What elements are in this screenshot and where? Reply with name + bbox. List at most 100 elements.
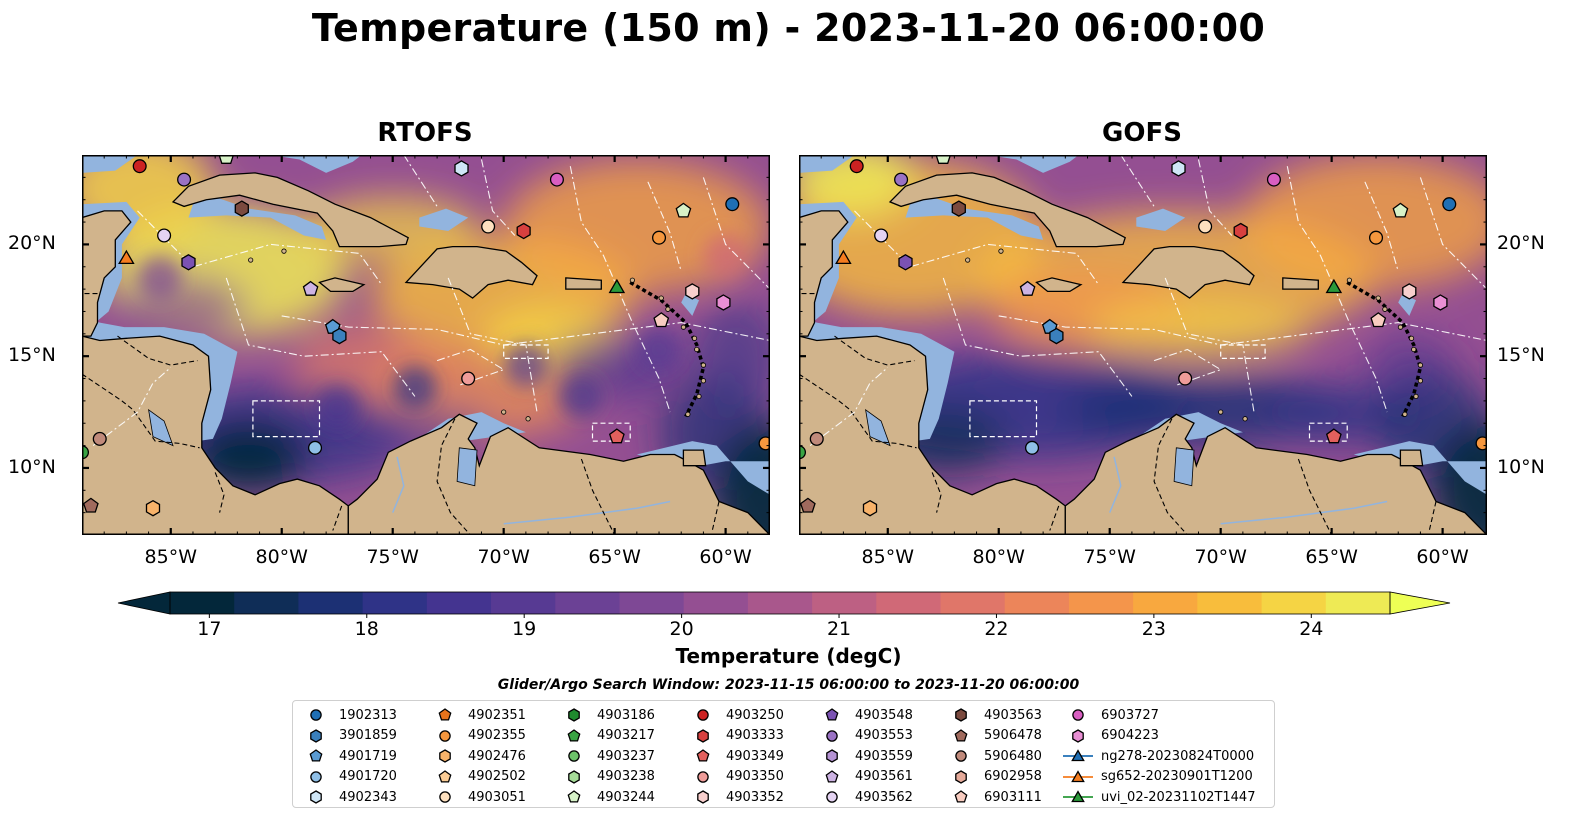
legend-entry-label: 1902313 — [339, 707, 397, 723]
colorbar-tick-label: 22 — [984, 618, 1009, 640]
eez-boundary — [1419, 177, 1487, 290]
land-central-america — [82, 335, 349, 535]
colorbar-tick-label: 19 — [512, 618, 537, 640]
legend-entry-label: 6903727 — [1101, 707, 1159, 723]
legend-entry: 5906480 — [946, 746, 1042, 766]
colorbar-band — [1004, 592, 1070, 614]
country-border — [1049, 505, 1060, 531]
platform-marker — [92, 431, 107, 446]
lon-tick-label: 60°W — [699, 546, 752, 568]
platform-marker — [955, 750, 967, 762]
platform-marker — [1071, 770, 1085, 782]
platform-marker — [935, 155, 952, 164]
platform-marker — [825, 708, 839, 721]
platform-marker — [157, 228, 172, 243]
platform-marker — [439, 729, 451, 742]
legend-entry: ng278-20230824T0000 — [1063, 746, 1254, 766]
platform-marker — [218, 155, 235, 164]
lon-tick-label: 70°W — [1194, 546, 1247, 568]
platform-marker — [177, 172, 192, 187]
colorbar — [117, 591, 1451, 618]
eez-boundary — [447, 277, 538, 413]
eez-boundary — [137, 210, 383, 285]
platform-marker — [439, 749, 451, 763]
legend-entry: 6902958 — [946, 767, 1042, 787]
lon-tick-label: 65°W — [1305, 546, 1358, 568]
legend-entry: 4903561 — [817, 767, 913, 787]
eddy — [703, 233, 748, 278]
legend-entry: 4903186 — [559, 705, 655, 725]
eez-boundary — [702, 177, 770, 290]
island — [525, 416, 531, 422]
colorbar-band — [619, 592, 685, 614]
colorbar-band — [426, 592, 492, 614]
legend-entry-label: 4902355 — [468, 728, 526, 744]
legend-marker-icon — [825, 708, 839, 721]
platform-marker — [826, 749, 838, 763]
legend-entry: 4901720 — [301, 767, 397, 787]
country-border — [1428, 501, 1437, 531]
colorbar-band — [491, 592, 556, 614]
legend-entry-label: 4902476 — [468, 748, 526, 764]
legend-entry-label: 4903186 — [597, 707, 655, 723]
platform-marker — [1071, 749, 1085, 762]
colorbar-band — [1197, 592, 1263, 614]
lat-tick-label-right: 15°N — [1497, 344, 1545, 367]
legend-entry: 4902351 — [430, 705, 526, 725]
legend-entry-label: 4903559 — [855, 748, 913, 764]
platform-marker — [951, 200, 966, 217]
platform-marker — [874, 228, 889, 243]
platform-marker — [1402, 283, 1417, 300]
platform-marker — [894, 172, 909, 187]
legend-entry-label: 4903548 — [855, 707, 913, 723]
lake — [148, 408, 174, 447]
legend-entry: sg652-20230901T1200 — [1063, 767, 1253, 787]
platform-marker — [1370, 312, 1387, 328]
legend-entry-label: 6903111 — [984, 789, 1042, 805]
country-border — [1153, 418, 1188, 535]
river — [1109, 456, 1122, 513]
platform-marker — [1198, 219, 1213, 234]
legend-marker-icon — [567, 728, 581, 742]
legend-entry: 6903111 — [946, 787, 1042, 807]
colorbar-band — [362, 592, 428, 614]
legend-entry: 4903244 — [559, 787, 655, 807]
country-border — [799, 373, 917, 449]
legend-marker-icon — [697, 790, 709, 805]
lon-tick-label: 60°W — [1416, 546, 1469, 568]
legend: 1902313 3901859 4901719 4901720 4902343 49023… — [292, 700, 1275, 808]
legend-entry-label: 5906478 — [984, 728, 1042, 744]
legend-entry: 4903548 — [817, 705, 913, 725]
map-frame — [82, 155, 770, 535]
land-puerto-rico — [565, 277, 602, 290]
platform-marker — [234, 200, 249, 217]
island — [1382, 306, 1388, 312]
platform-marker — [82, 497, 99, 513]
legend-entry-label: 4903217 — [597, 728, 655, 744]
colorbar-band — [234, 592, 300, 614]
country-border — [214, 472, 225, 513]
legend-marker-icon — [1072, 709, 1084, 721]
platform-marker — [1266, 172, 1281, 187]
legend-entry: 4902343 — [301, 787, 397, 807]
legend-title: Glider/Argo Search Window: 2023-11-15 06… — [497, 677, 1080, 693]
platform-marker — [955, 708, 967, 722]
colorbar-band — [170, 592, 235, 614]
lake — [1173, 447, 1195, 487]
legend-entry: 4903051 — [430, 787, 526, 807]
eez-boundary — [1164, 277, 1255, 413]
legend-marker-icon — [697, 709, 709, 721]
legend-entry: 4901719 — [301, 746, 397, 766]
lon-tick-label: 80°W — [255, 546, 308, 568]
legend-marker-icon — [825, 769, 839, 783]
legend-entry: 4903238 — [559, 767, 655, 787]
legend-marker-icon — [826, 791, 838, 804]
island — [1346, 277, 1353, 283]
colorbar-band — [1068, 592, 1134, 614]
island — [1397, 324, 1404, 330]
country-border — [834, 335, 915, 366]
legend-entry: 4903237 — [559, 746, 655, 766]
panel-title-rtofs: RTOFS — [377, 118, 473, 148]
river — [392, 456, 405, 513]
country-border — [931, 472, 942, 513]
